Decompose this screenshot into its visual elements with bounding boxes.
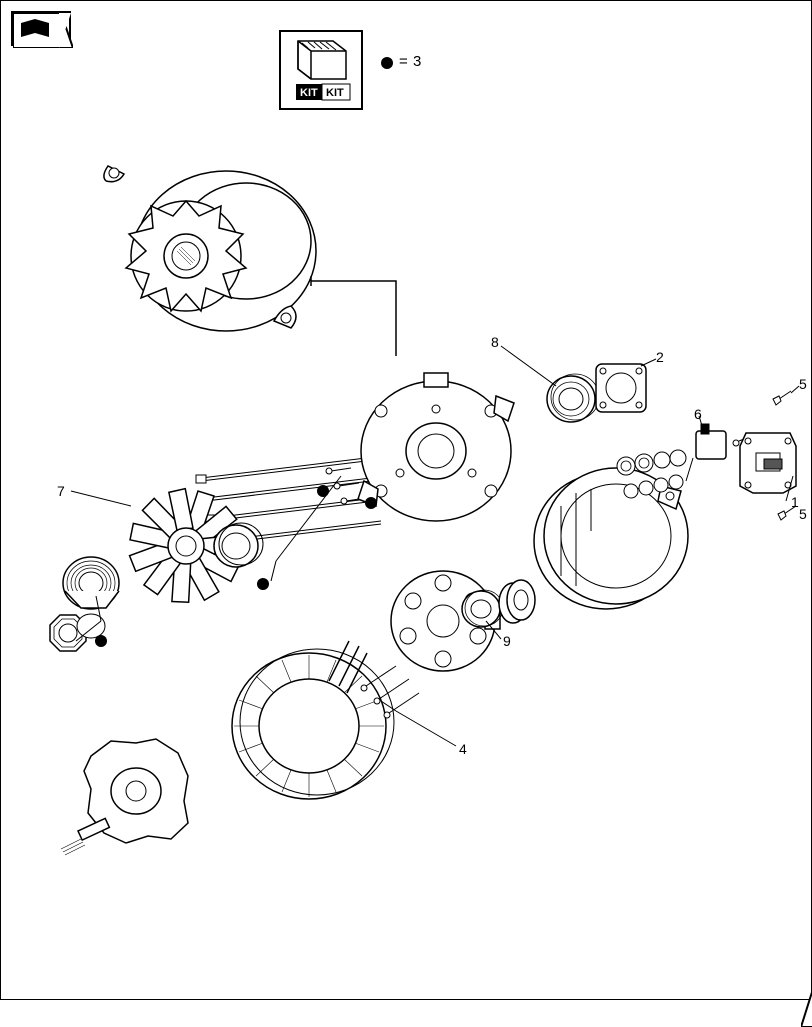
spacer-ring	[214, 523, 263, 567]
callout-6: 6	[694, 406, 702, 422]
callout-5-bottom: 5	[799, 506, 807, 522]
bearing-retainer	[596, 364, 646, 412]
front-bearing	[547, 374, 599, 422]
callout-5-top: 5	[799, 376, 807, 392]
diagram-container: KIT KIT = 3	[0, 0, 812, 1000]
stator	[232, 641, 394, 799]
voltage-regulator	[740, 433, 796, 493]
callout-7: 7	[57, 483, 65, 499]
callout-4: 4	[459, 741, 467, 757]
rear-bearing	[462, 590, 503, 627]
callout-9: 9	[503, 633, 511, 649]
rotor	[61, 739, 188, 855]
exploded-view-diagram	[1, 1, 812, 1001]
terminal-screw-top	[773, 391, 791, 405]
callout-1: 1	[791, 494, 799, 510]
callout-8: 8	[491, 334, 499, 350]
callout-2: 2	[656, 349, 664, 365]
alternator-assembly	[104, 166, 316, 331]
pulley	[63, 557, 119, 609]
slip-ring-spacer	[499, 580, 535, 623]
front-housing	[358, 373, 514, 521]
brush-holder	[686, 424, 726, 481]
